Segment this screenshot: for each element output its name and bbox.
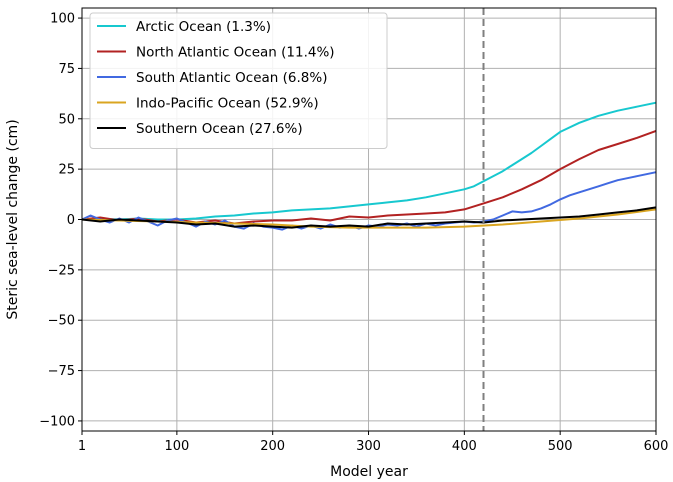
legend-label: Indo-Pacific Ocean (52.9%): [136, 96, 319, 112]
y-tick-label: −100: [39, 414, 75, 429]
legend-box: [89, 12, 388, 149]
x-tick-label: 600: [644, 439, 669, 454]
legend-label: Southern Ocean (27.6%): [136, 121, 303, 137]
y-axis-label: Steric sea-level change (cm): [5, 119, 21, 319]
x-tick-label: 400: [452, 439, 477, 454]
x-tick-labels: 1 100 200 300 400 500 600: [78, 439, 669, 454]
y-tick-label: −75: [48, 364, 75, 379]
x-tick-label: 100: [164, 439, 189, 454]
y-tick-labels: −100 −75 −50 −25 0 25 50 75 100: [39, 12, 75, 430]
y-tick-label: 0: [67, 213, 75, 228]
legend: Arctic Ocean (1.3%) North Atlantic Ocean …: [89, 12, 388, 149]
legend-label: Arctic Ocean (1.3%): [136, 19, 271, 35]
series-line-4: [81, 206, 657, 229]
y-tick-label: 100: [50, 12, 75, 27]
x-tick-label: 200: [260, 439, 285, 454]
y-tick-label: −50: [48, 314, 75, 329]
series-lines: [81, 101, 657, 231]
x-tick-label: 500: [548, 439, 573, 454]
y-tick-label: −25: [48, 263, 75, 278]
axis-ticks: [78, 17, 657, 435]
series-line-2: [81, 171, 657, 231]
series-line-0: [81, 101, 657, 221]
x-tick-label: 300: [356, 439, 381, 454]
legend-label: South Atlantic Ocean (6.8%): [136, 70, 327, 86]
y-tick-label: 75: [58, 62, 75, 77]
y-tick-label: 50: [58, 112, 75, 127]
legend-label: North Atlantic Ocean (11.4%): [136, 45, 335, 61]
y-tick-label: 25: [58, 163, 75, 178]
x-axis-label: Model year: [330, 464, 408, 480]
x-tick-label: 1: [78, 439, 86, 454]
